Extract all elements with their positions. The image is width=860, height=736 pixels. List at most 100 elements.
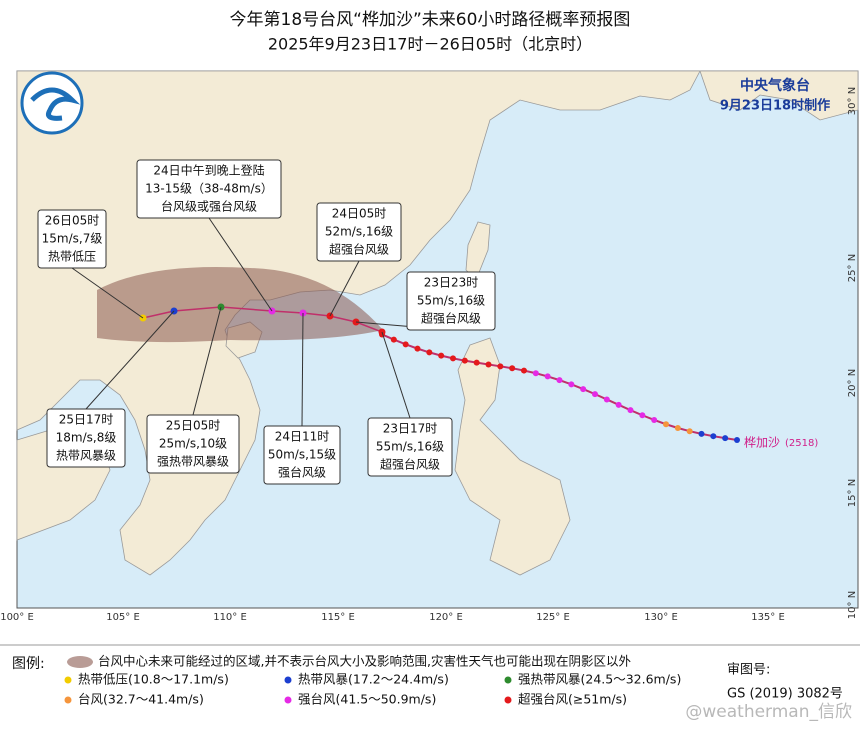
past-point: [615, 401, 622, 408]
callout-line: 超强台风级: [329, 242, 389, 257]
title: 今年第18号台风“桦加沙”未来60小时路径概率预报图: [230, 10, 631, 30]
legend-swatch: [64, 696, 72, 704]
lat-label: 10° N: [847, 591, 858, 619]
callout-line: 强台风级: [278, 465, 326, 480]
lat-label: 25° N: [847, 254, 858, 282]
subtitle: 2025年9月23日17时－26日05时（北京时）: [268, 35, 592, 54]
land-philippines: [454, 337, 571, 576]
callout-leader: [71, 267, 144, 319]
lat-label: 20° N: [847, 369, 858, 397]
past-point: [674, 424, 681, 431]
legend-cone-text: 台风中心未来可能经过的区域,并不表示台风大小及影响范围,灾害性天气也可能出现在阴…: [98, 654, 631, 669]
legend-label: 台风(32.7～41.4m/s): [78, 692, 204, 707]
land-japan: [699, 70, 859, 121]
lat-label: 15° N: [847, 479, 858, 507]
callouts: 24日中午到晚上登陆 13-15级（38-48m/s） 台风级或强台风级 26日05时…: [37, 159, 496, 485]
past-point: [473, 359, 480, 366]
past-point: [603, 396, 610, 403]
callout-line: 55m/s,16级: [417, 294, 485, 308]
callout-box: [263, 425, 341, 485]
callout-box: [316, 202, 402, 262]
callout-line: 25日17时: [59, 413, 114, 427]
callout-line: 24日中午到晚上登陆: [153, 163, 264, 178]
past-point: [485, 361, 492, 368]
lon-label: 130° E: [644, 612, 678, 623]
typhoon-name: 桦加沙: [744, 435, 780, 450]
past-point: [627, 407, 634, 414]
past-point: [414, 345, 421, 352]
legend-swatch: [284, 696, 292, 704]
review-number: GS (2019) 3082号: [727, 687, 843, 702]
lon-label: 135° E: [751, 612, 785, 623]
forecast-track: [142, 306, 383, 333]
past-point: [698, 430, 705, 437]
legend-label: 超强台风(≥51m/s): [518, 692, 627, 707]
map-frame: [16, 70, 859, 609]
issue-time: 9月23日18时制作: [720, 98, 830, 114]
past-point: [450, 355, 456, 362]
past-point: [521, 367, 527, 374]
review-label: 审图号:: [727, 663, 770, 678]
callout-leader: [329, 260, 360, 317]
past-point: [438, 352, 445, 359]
past-point: [568, 381, 575, 388]
callout-line: 13-15级（38-48m/s）: [145, 182, 273, 196]
past-point: [734, 437, 740, 443]
callout-line: 24日05时: [332, 207, 387, 221]
past-point: [710, 433, 717, 440]
past-point: [497, 363, 504, 370]
agency-name: 中央气象台: [740, 77, 810, 94]
callout-line: 台风级或强台风级: [161, 199, 257, 214]
callout-leader: [208, 217, 273, 312]
callout-box: [46, 408, 126, 468]
callout-box: [37, 209, 107, 269]
lon-label: 100° E: [0, 612, 34, 623]
typhoon-id: (2518): [785, 438, 818, 449]
past-point: [544, 373, 551, 380]
legend-label: 热带风暴(17.2～24.4m/s): [298, 672, 449, 687]
callout-line: 50m/s,15级: [268, 448, 336, 462]
callout-box: [136, 159, 282, 219]
legend-swatch: [504, 676, 512, 684]
legend-label: 强热带风暴(24.5～32.6m/s): [518, 672, 681, 687]
callout-leader: [381, 331, 411, 419]
past-point: [722, 435, 729, 442]
past-point: [461, 357, 468, 364]
past-point: [556, 377, 563, 384]
callout-line: 热带低压: [48, 250, 96, 264]
past-point: [651, 416, 658, 423]
legend-swatch: [64, 676, 72, 684]
callout-line: 热带风暴级: [56, 449, 116, 463]
callout-line: 26日05时: [45, 214, 100, 228]
callout-line: 23日17时: [383, 422, 438, 436]
callout-box: [367, 417, 453, 477]
watermark: @weatherman_信欣: [685, 702, 852, 722]
probability-cone: [97, 266, 383, 343]
callout-line: 18m/s,8级: [56, 431, 117, 445]
callout-box: [146, 414, 240, 474]
past-point: [426, 349, 433, 356]
lon-label: 105° E: [106, 612, 140, 623]
callout-line: 强热带风暴级: [157, 455, 229, 469]
callout-line: 24日11时: [275, 430, 330, 444]
legend-title: 图例:: [12, 656, 45, 672]
callout-line: 超强台风级: [421, 311, 481, 326]
callout-line: 52m/s,16级: [325, 225, 393, 239]
lon-label: 110° E: [213, 612, 247, 623]
past-point: [580, 386, 587, 393]
callout-leader: [85, 310, 175, 410]
callout-line: 15m/s,7级: [42, 232, 103, 246]
callout-line: 23日23时: [424, 276, 479, 290]
past-point: [390, 336, 397, 343]
lat-label: 30° N: [847, 87, 858, 115]
logo-mark: [30, 87, 81, 121]
callout-leader: [192, 306, 222, 416]
callout-leader: [301, 312, 304, 427]
past-point: [663, 421, 669, 428]
legend-items: 热带低压(10.8～17.1m/s) 热带风暴(17.2～24.4m/s) 强热带风…: [64, 672, 681, 707]
legend-swatch: [284, 676, 292, 684]
lon-label: 120° E: [429, 612, 463, 623]
past-point: [532, 370, 539, 377]
